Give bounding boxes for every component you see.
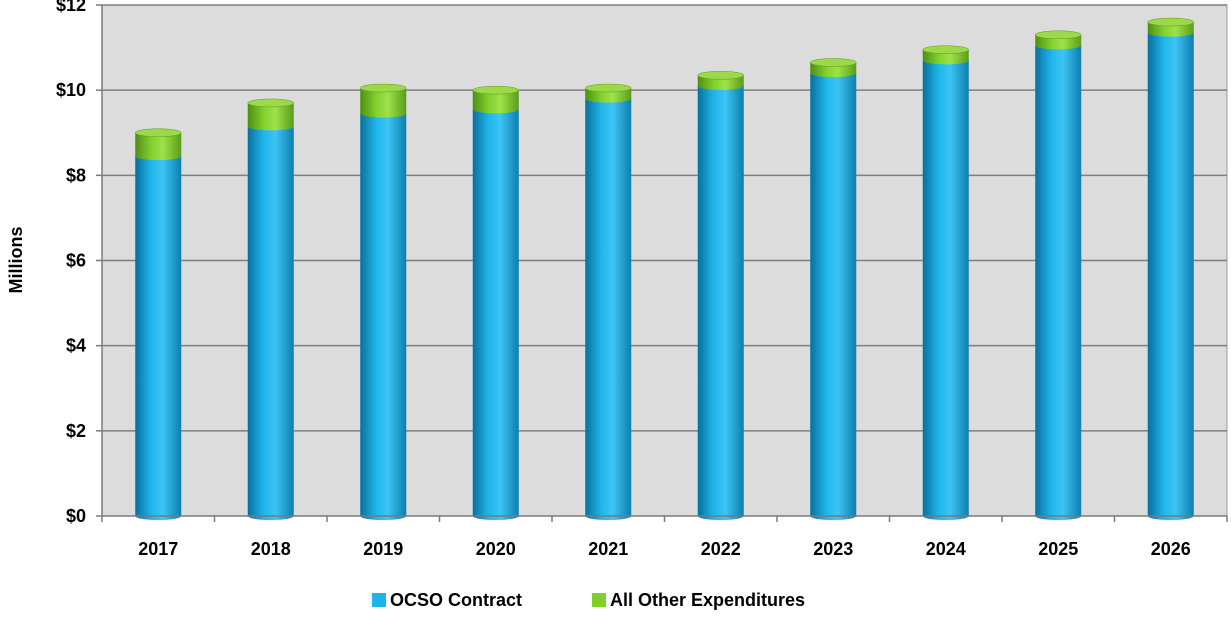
bar-segment [1035, 45, 1082, 517]
bar-segment [922, 49, 969, 61]
bar-segment [472, 109, 519, 517]
bar-segment [360, 113, 407, 517]
legend-swatch [372, 593, 386, 607]
bar-segment [1147, 22, 1194, 33]
bar-segment [360, 88, 407, 114]
bar-segment-base [810, 69, 857, 78]
y-tick-label: $0 [66, 506, 86, 526]
bar-segment-base [247, 122, 294, 131]
legend-label: OCSO Contract [390, 590, 522, 610]
bar-top-cap [585, 83, 632, 93]
bar-group [247, 98, 294, 520]
bar-segment [472, 90, 519, 110]
bar-group [472, 85, 519, 520]
legend-swatch [592, 593, 606, 607]
x-tick-label: 2018 [251, 539, 291, 559]
y-tick-label: $2 [66, 421, 86, 441]
y-tick-label: $4 [66, 336, 86, 356]
y-tick-label: $8 [66, 165, 86, 185]
bar-group [135, 128, 182, 520]
bar-group [360, 83, 407, 520]
legend-label: All Other Expenditures [610, 590, 805, 610]
y-axis-title: Millions [6, 227, 26, 294]
bar-segment [697, 75, 744, 86]
bar-group [922, 45, 969, 520]
x-tick-label: 2023 [813, 539, 853, 559]
bar-segment-base [585, 94, 632, 103]
bars [135, 17, 1194, 520]
bar-segment-base [697, 81, 744, 90]
bar-top-cap [810, 58, 857, 67]
x-tick-labels: 2017 2018 2019 2020 2021 2022 2023 2024 2025 2026 [101, 516, 1228, 559]
x-tick-label: 2026 [1151, 539, 1191, 559]
plot-area [101, 4, 1228, 520]
x-tick-label: 2021 [588, 539, 628, 559]
bar-segment [810, 62, 857, 74]
bar-top-cap [360, 83, 407, 93]
x-tick-label: 2017 [138, 539, 178, 559]
bar-segment-base [360, 109, 407, 118]
bar-top-cap [697, 71, 744, 80]
bar-group [810, 58, 857, 520]
bar-top-cap [922, 45, 969, 54]
bar-segment-base [1147, 28, 1194, 37]
bar-segment [697, 85, 744, 517]
y-tick-label: $10 [56, 80, 86, 100]
bar-segment-base [922, 56, 969, 65]
bar-segment [135, 156, 182, 516]
bar-segment [247, 126, 294, 517]
bar-group [1147, 17, 1194, 520]
bar-top-cap [1147, 17, 1194, 27]
bar-top-cap [472, 85, 519, 95]
y-tick-labels: $0 $2 $4 $6 $8 $10 $12 [56, 0, 102, 526]
bar-segment [1147, 32, 1194, 516]
x-tick-label: 2024 [926, 539, 966, 559]
x-tick-label: 2020 [476, 539, 516, 559]
y-tick-label: $6 [66, 251, 86, 271]
legend: OCSO Contract All Other Expenditures [372, 590, 805, 610]
bar-segment [135, 132, 182, 157]
bar-segment-base [135, 152, 182, 161]
bar-segment [1035, 34, 1082, 46]
x-tick-label: 2019 [363, 539, 403, 559]
bar-group [1035, 30, 1082, 520]
x-tick-label: 2025 [1038, 539, 1078, 559]
bar-top-cap [135, 128, 182, 137]
bar-top-cap [1035, 30, 1082, 40]
bar-segment [922, 60, 969, 516]
bar-group [697, 71, 744, 520]
y-tick-label: $12 [56, 0, 86, 15]
bar-segment [585, 88, 632, 99]
bar-top-cap [247, 98, 294, 108]
bar-segment [810, 73, 857, 516]
bar-group [585, 83, 632, 520]
x-tick-label: 2022 [701, 539, 741, 559]
bar-segment [247, 102, 294, 127]
bar-segment-base [472, 105, 519, 114]
bar-segment-base [1035, 41, 1082, 50]
bar-segment [585, 98, 632, 516]
